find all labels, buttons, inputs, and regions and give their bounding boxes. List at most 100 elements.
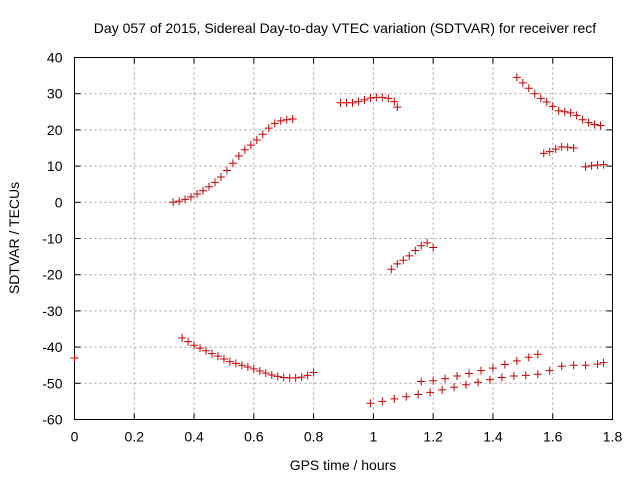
data-point	[234, 151, 243, 160]
data-point	[360, 95, 369, 104]
data-point	[414, 390, 423, 399]
x-tick-label: 1.4	[483, 429, 503, 445]
y-tick-label: -50	[42, 375, 62, 391]
y-tick-label: 40	[47, 50, 63, 66]
x-tick-label: 1	[369, 429, 377, 445]
y-tick-label: -60	[42, 412, 62, 428]
data-point	[237, 361, 246, 370]
y-tick-label: -10	[42, 231, 62, 247]
data-point	[303, 371, 312, 380]
data-point	[533, 350, 542, 359]
data-point	[384, 94, 393, 103]
data-point	[587, 161, 596, 170]
x-tick-label: 1.6	[543, 429, 563, 445]
data-point	[169, 198, 178, 207]
data-point	[70, 353, 79, 362]
data-point	[518, 78, 527, 87]
data-point	[462, 380, 471, 389]
data-point	[545, 366, 554, 375]
data-point	[423, 238, 432, 247]
data-point	[572, 111, 581, 120]
data-point	[378, 397, 387, 406]
data-point	[509, 372, 518, 381]
data-point	[264, 124, 273, 133]
data-point	[213, 352, 222, 361]
chart-title: Day 057 of 2015, Sidereal Day-to-day VTE…	[94, 20, 596, 36]
data-point	[348, 98, 357, 107]
data-point	[393, 103, 402, 112]
data-point	[524, 353, 533, 362]
data-point	[252, 136, 261, 145]
data-point	[399, 256, 408, 265]
data-point	[249, 364, 258, 373]
data-point	[219, 355, 228, 364]
y-tick-labels: -60 -50 -40 -30 -20 -10 0 10 20 30 40	[42, 50, 62, 428]
data-point	[387, 265, 396, 274]
series-arc-4	[336, 93, 402, 112]
data-point	[524, 84, 533, 93]
data-point	[530, 89, 539, 98]
data-point	[411, 246, 420, 255]
data-point	[366, 94, 375, 103]
y-tick-label: -20	[42, 267, 62, 283]
data-point	[593, 360, 602, 369]
data-point	[590, 120, 599, 129]
data-point	[175, 197, 184, 206]
y-tick-label: 20	[47, 122, 63, 138]
data-point	[282, 115, 291, 124]
data-point	[187, 192, 196, 201]
axis-ticks	[74, 57, 613, 420]
data-point	[474, 378, 482, 387]
y-tick-label: 10	[47, 158, 63, 174]
data-point	[258, 130, 267, 139]
data-point	[429, 376, 438, 385]
data-point	[500, 360, 509, 369]
data-point	[402, 392, 411, 401]
data-point	[488, 364, 497, 373]
data-point	[417, 241, 426, 250]
data-point	[581, 162, 590, 171]
data-point	[393, 259, 402, 268]
data-point	[512, 356, 521, 365]
data-point	[554, 106, 563, 115]
data-point	[228, 159, 237, 168]
data-point	[441, 374, 450, 383]
data-point	[426, 388, 435, 397]
data-point	[184, 337, 193, 346]
data-point	[210, 178, 219, 187]
data-point	[231, 359, 240, 368]
data-point	[222, 166, 231, 175]
series-arc-3	[178, 334, 318, 382]
series-arc-5	[387, 238, 438, 274]
data-point	[599, 358, 608, 367]
data-point	[205, 182, 213, 191]
data-point	[246, 141, 255, 150]
y-tick-label: -30	[42, 303, 62, 319]
series-arc-8	[512, 73, 605, 130]
data-point	[465, 369, 474, 378]
series-arc-7	[417, 350, 542, 386]
data-point	[557, 362, 566, 371]
data-point	[545, 147, 554, 156]
data-point	[497, 373, 506, 382]
data-point	[202, 346, 211, 355]
data-point	[450, 383, 459, 392]
x-tick-label: 1.8	[603, 429, 623, 445]
series-arc-6	[366, 358, 608, 408]
data-point	[255, 366, 264, 375]
x-tick-label: 0.8	[304, 429, 324, 445]
data-point	[429, 243, 438, 252]
x-tick-label: 0.6	[244, 429, 264, 445]
data-point	[569, 361, 578, 370]
data-point	[193, 189, 202, 198]
data-point	[261, 369, 270, 378]
data-point	[563, 143, 572, 152]
series-arc-1	[70, 353, 79, 362]
data-point	[521, 371, 530, 380]
data-point	[551, 145, 560, 154]
data-point	[417, 377, 426, 386]
data-point	[267, 370, 276, 379]
series-arc-9	[539, 142, 578, 158]
data-point	[366, 399, 375, 408]
